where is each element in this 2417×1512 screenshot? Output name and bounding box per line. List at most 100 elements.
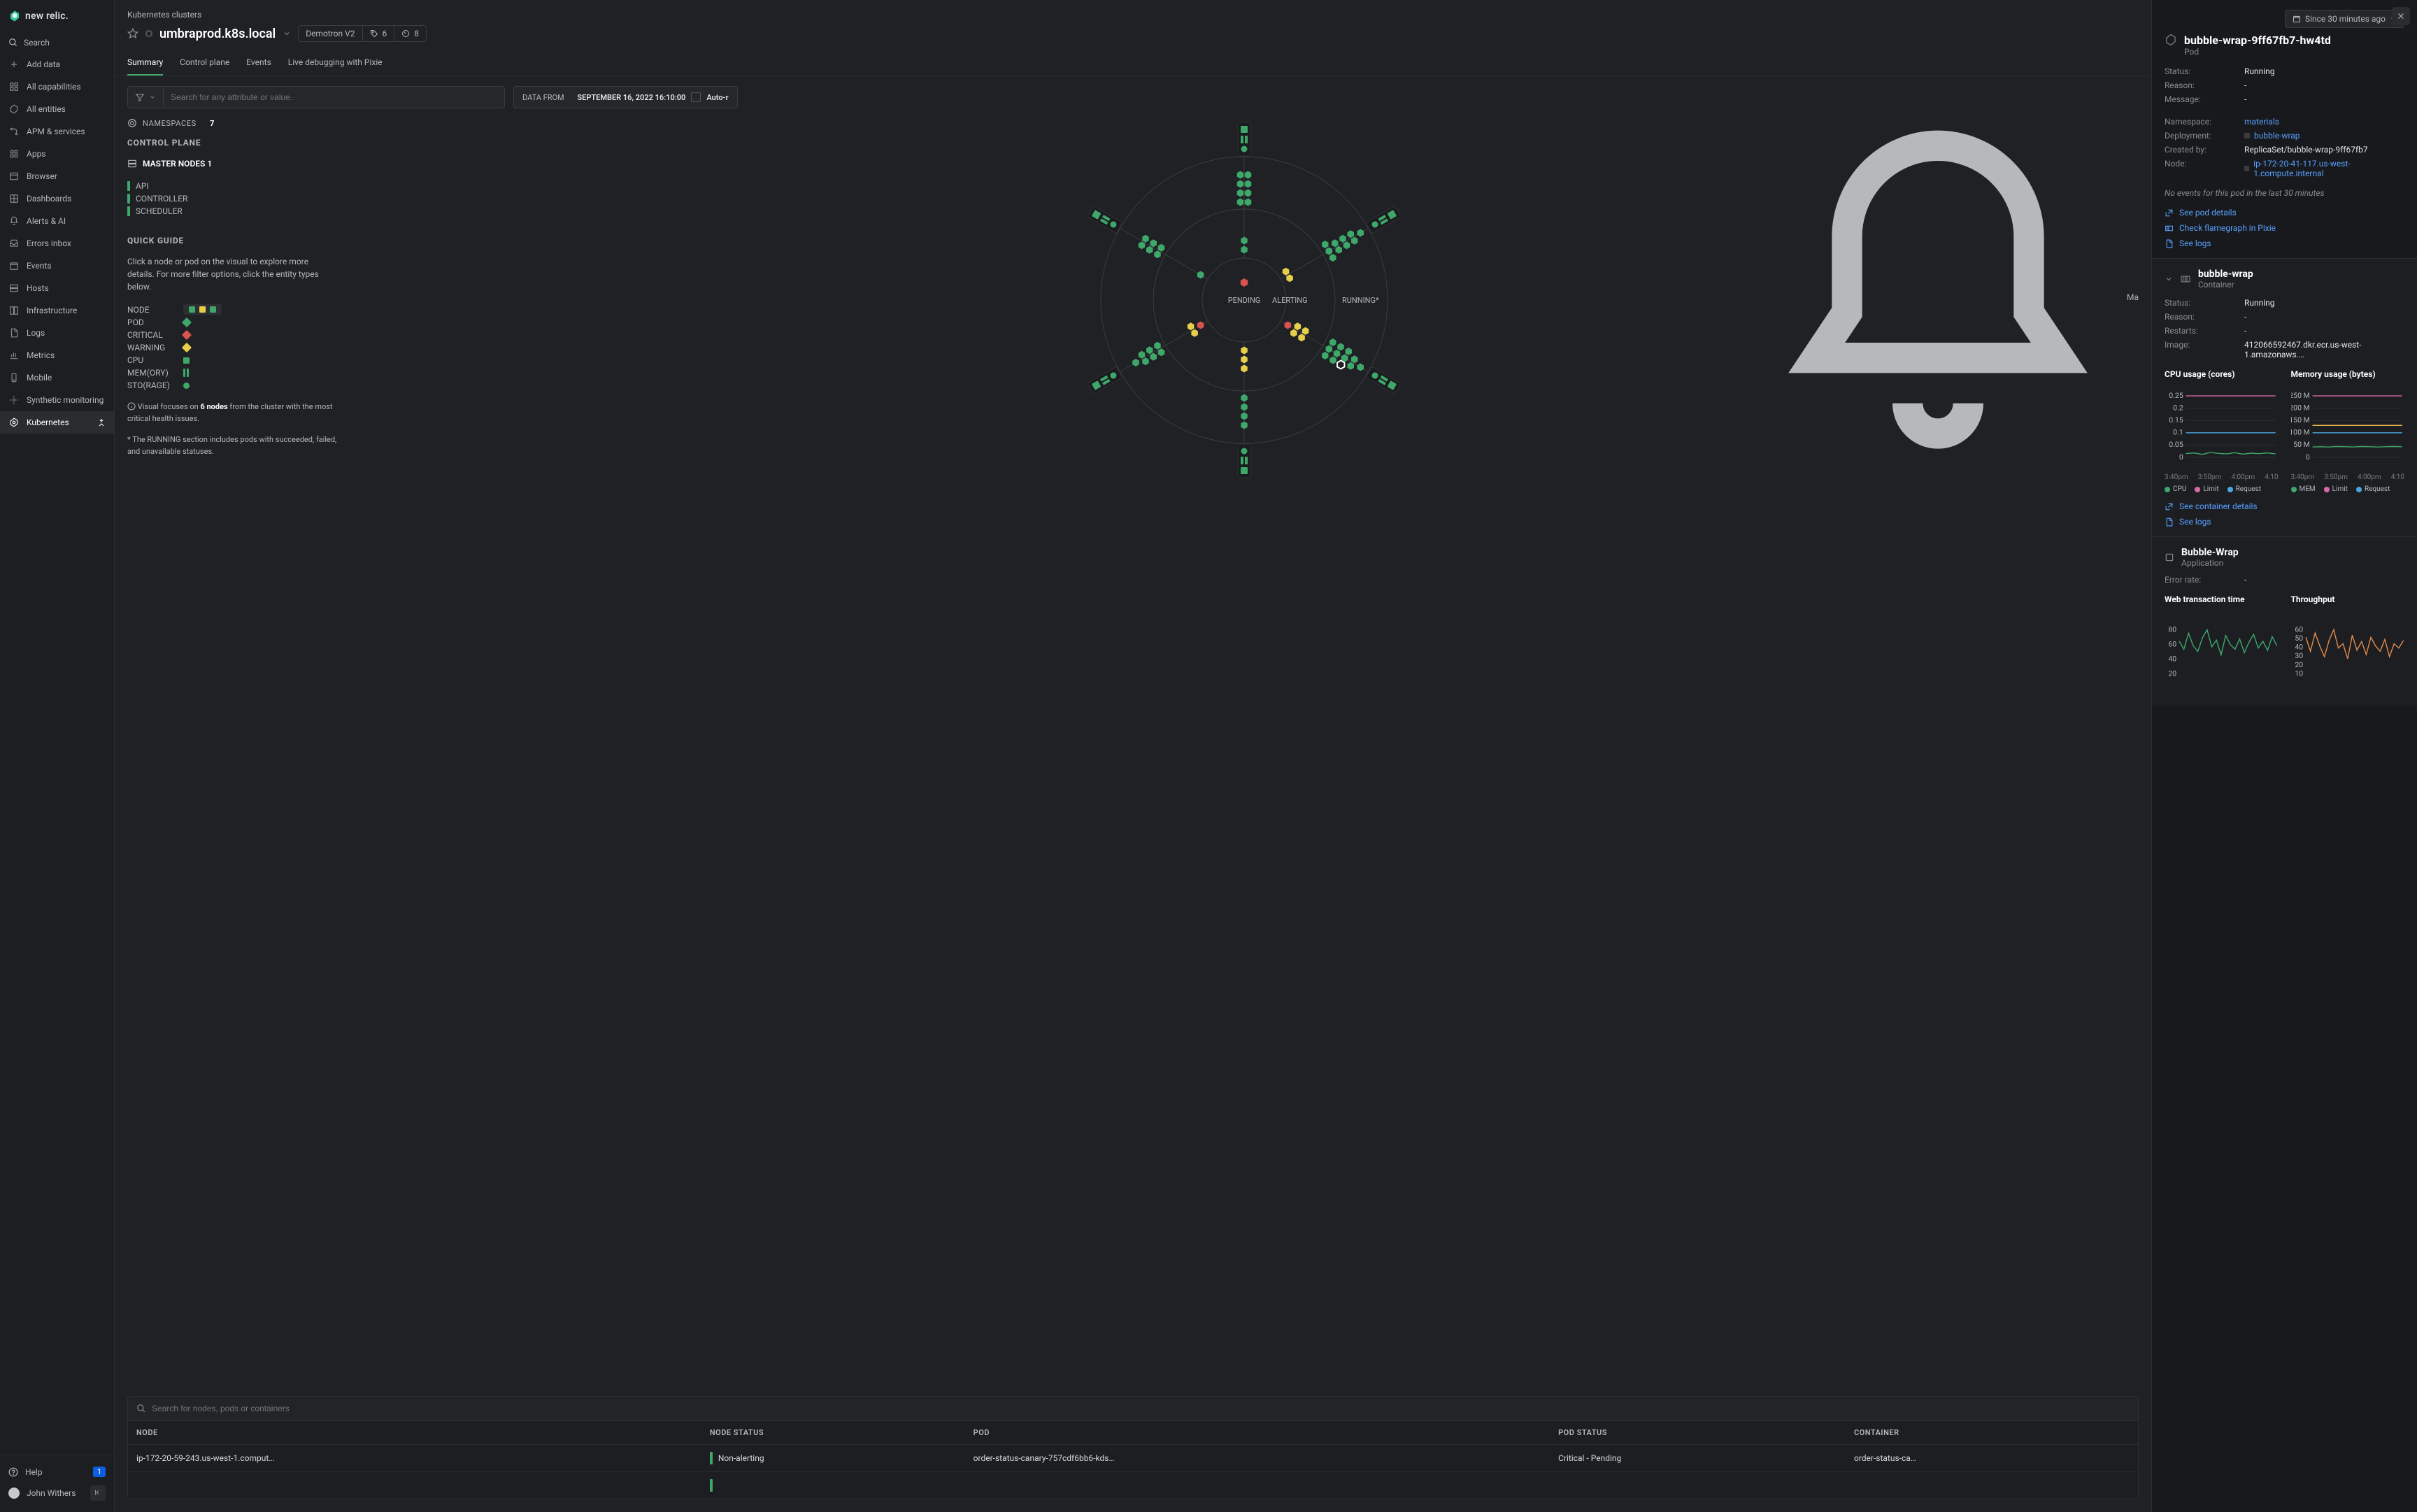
legend-critical[interactable]: CRITICAL [127, 329, 337, 341]
sidebar-item-kubernetes[interactable]: Kubernetes [0, 411, 114, 434]
bell-icon[interactable] [1756, 115, 2120, 479]
time-picker[interactable]: Since 30 minutes ago [2285, 10, 2404, 28]
content: NAMESPACES 7 CONTROL PLANE MASTER NODES … [115, 118, 2151, 1396]
filter-box [127, 86, 505, 108]
legend-warning[interactable]: WARNING [127, 341, 337, 354]
tabs: Summary Control plane Events Live debugging… [115, 50, 2151, 76]
cp-scheduler[interactable]: SCHEDULER [127, 205, 337, 217]
chevron-down-icon[interactable] [2165, 275, 2173, 283]
tab-control-plane[interactable]: Control plane [180, 50, 229, 76]
quick-guide-text: Click a node or pod on the visual to exp… [127, 255, 337, 293]
sidebar-item-logs[interactable]: Logs [0, 322, 114, 344]
checkbox[interactable] [691, 92, 701, 102]
app-type: Application [2181, 558, 2239, 568]
tags-chip[interactable]: 6 [363, 26, 395, 41]
sidebar-item-add-data[interactable]: Add data [0, 53, 114, 76]
control-plane-title: CONTROL PLANE [127, 138, 337, 148]
svg-text:0: 0 [2305, 452, 2309, 462]
legend-node[interactable]: NODE [127, 303, 337, 316]
app-section: Bubble-Wrap Application Error rate: - We… [2152, 536, 2417, 706]
namespaces-header[interactable]: NAMESPACES 7 [127, 118, 337, 128]
nav: Add dataAll capabilitiesAll entitiesAPM … [0, 53, 114, 1455]
svg-text:100 M: 100 M [2291, 428, 2310, 437]
sidebar-item-events[interactable]: Events [0, 255, 114, 277]
svg-text:250 M: 250 M [2291, 391, 2310, 400]
action-see-logs[interactable]: See logs [2165, 517, 2404, 527]
master-nodes-row[interactable]: MASTER NODES 1 [127, 157, 337, 170]
tab-live-debugging-with-pixie[interactable]: Live debugging with Pixie [288, 50, 383, 76]
table-row[interactable] [128, 1472, 2138, 1499]
chevron-down-icon[interactable] [283, 29, 291, 38]
sidebar-item-dashboards[interactable]: Dashboards [0, 187, 114, 210]
sidebar-item-synthetic-monitoring[interactable]: Synthetic monitoring [0, 389, 114, 411]
help-link[interactable]: Help 1 [8, 1462, 106, 1481]
sidebar-item-infrastructure[interactable]: Infrastructure [0, 299, 114, 322]
legend-memory[interactable]: MEM(ORY) [127, 366, 337, 379]
cp-controller[interactable]: CONTROLLER [127, 192, 337, 205]
sidebar-item-mobile[interactable]: Mobile [0, 366, 114, 389]
pod-icon [2165, 34, 2177, 46]
breadcrumb[interactable]: Kubernetes clusters [115, 0, 2151, 22]
container-title: bubble-wrap [2198, 269, 2253, 280]
svg-text:0.05: 0.05 [2169, 440, 2183, 449]
table-row[interactable]: ip-172-20-59-243.us-west-1.comput…Non-al… [128, 1445, 2138, 1472]
tab-events[interactable]: Events [246, 50, 271, 76]
app-title: Bubble-Wrap [2181, 547, 2239, 558]
svg-text:150 M: 150 M [2291, 415, 2310, 425]
svg-text:20: 20 [2168, 669, 2176, 678]
sidebar-item-metrics[interactable]: Metrics [0, 344, 114, 366]
user-menu[interactable]: John Withers [8, 1481, 106, 1505]
chevron-down-icon [149, 94, 156, 101]
star-icon[interactable] [127, 28, 138, 39]
table-search-input[interactable] [152, 1404, 2130, 1413]
svg-text:40: 40 [2168, 654, 2176, 663]
sidebar-item-all-entities[interactable]: All entities [0, 98, 114, 120]
col-header[interactable]: NODE [128, 1421, 701, 1445]
sidebar-item-alerts-ai[interactable]: Alerts & AI [0, 210, 114, 232]
filter-input[interactable] [164, 87, 504, 108]
calendar-icon [2293, 15, 2301, 23]
sidebar-item-apm-services[interactable]: APM & services [0, 120, 114, 143]
legend-cpu[interactable]: CPU [127, 354, 337, 366]
sidebar-item-hosts[interactable]: Hosts [0, 277, 114, 299]
col-header[interactable]: POD [965, 1421, 1550, 1445]
col-header[interactable]: NODE STATUS [701, 1421, 965, 1445]
status-dot [145, 30, 152, 37]
legend-storage[interactable]: STO(RAGE) [127, 379, 337, 392]
alerts-chip[interactable]: 8 [394, 26, 426, 41]
web-chart: Web transaction time 80604020 [2165, 594, 2279, 696]
legend-pod[interactable]: POD [127, 316, 337, 329]
collapse-icon[interactable] [90, 1485, 106, 1501]
server-icon [127, 159, 137, 169]
action-check-flamegraph-in-pixie[interactable]: Check flamegraph in Pixie [2165, 223, 2404, 233]
env-chip[interactable]: Demotron V2 [299, 26, 362, 41]
sidebar-item-errors-inbox[interactable]: Errors inbox [0, 232, 114, 255]
help-badge: 1 [93, 1467, 106, 1477]
sidebar-item-browser[interactable]: Browser [0, 165, 114, 187]
bottom-table: NODENODE STATUSPODPOD STATUSCONTAINER ip… [127, 1396, 2139, 1499]
container-section: bubble-wrap Container Status:RunningReas… [2152, 258, 2417, 536]
gauge-icon [401, 29, 410, 38]
sidebar-search[interactable]: Search [0, 32, 114, 53]
cluster-visual[interactable]: Ma PENDINGALERTINGRUNNING* [350, 118, 2139, 1383]
data-from[interactable]: DATA FROM SEPTEMBER 16, 2022 16:10:00 Au… [513, 86, 738, 108]
logo[interactable]: new relic. [0, 0, 114, 32]
action-see-pod-details[interactable]: See pod details [2165, 208, 2404, 217]
tab-summary[interactable]: Summary [127, 50, 163, 76]
close-button[interactable] [2392, 7, 2410, 25]
search-icon [8, 38, 18, 48]
col-header[interactable]: CONTAINER [1846, 1421, 2138, 1445]
col-header[interactable]: POD STATUS [1550, 1421, 1846, 1445]
sidebar-item-apps[interactable]: Apps [0, 143, 114, 165]
svg-text:0: 0 [2179, 452, 2183, 462]
filter-button[interactable] [128, 88, 164, 106]
svg-text:20: 20 [2295, 660, 2303, 669]
brand-text: new relic. [25, 10, 69, 22]
action-see-logs[interactable]: See logs [2165, 238, 2404, 248]
sidebar-item-all-capabilities[interactable]: All capabilities [0, 76, 114, 98]
running-footnote: * The RUNNING section includes pods with… [127, 434, 337, 457]
container-icon [2180, 273, 2191, 285]
action-see-container-details[interactable]: See container details [2165, 501, 2404, 511]
pod-title: bubble-wrap-9ff67fb7-hw4td [2184, 34, 2331, 47]
cp-api[interactable]: API [127, 180, 337, 192]
